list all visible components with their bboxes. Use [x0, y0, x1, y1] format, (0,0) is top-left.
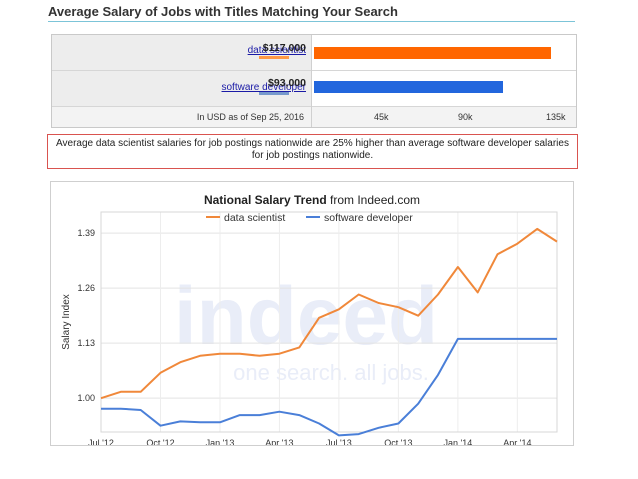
salary-mini-bar-data-scientist: [259, 56, 289, 59]
job-link-data-scientist[interactable]: data scientist: [247, 45, 306, 56]
chart-title-bold: National Salary Trend: [204, 193, 327, 207]
salary-bar-software-developer: [314, 81, 503, 93]
row-label-cell: [52, 71, 311, 106]
series-line-software-developer: [101, 337, 557, 437]
watermark-brand: indeed: [174, 271, 438, 362]
legend-label: software developer: [324, 212, 413, 224]
salary-value-software-developer: $93,000: [268, 77, 306, 89]
chart-title: National Salary Trend from Indeed.com: [204, 193, 420, 207]
currency-date-note: In USD as of Sep 25, 2016: [196, 112, 304, 122]
row-divider: [52, 70, 576, 71]
legend-label: data scientist: [224, 212, 285, 224]
title-divider: [48, 21, 575, 22]
x-tick-label: Jan '13: [206, 438, 235, 445]
salary-value-data-scientist: $117,000: [262, 42, 306, 54]
salary-mini-bar-software-developer: [259, 92, 289, 95]
row-divider: [52, 106, 576, 107]
y-tick-label: 1.13: [77, 338, 95, 348]
x-tick-label: Oct '12: [146, 438, 174, 445]
job-link-software-developer[interactable]: software developer: [221, 82, 307, 93]
salary-row-data-scientist: data scientist $117,000: [52, 35, 576, 70]
axis-tick-90k: 90k: [458, 112, 473, 122]
salary-comparison-table: data scientist $117,000 software develop…: [51, 34, 577, 128]
x-tick-label: Oct '13: [384, 438, 412, 445]
column-separator: [311, 35, 312, 127]
page-title: Average Salary of Jobs with Titles Match…: [48, 4, 398, 19]
salary-bar-data-scientist: [314, 47, 551, 59]
salary-row-software-developer: software developer $93,000: [52, 71, 576, 106]
plot-area: [100, 211, 558, 433]
y-tick-label: 1.00: [77, 393, 95, 403]
salary-trend-chart: indeed one search. all jobs. 1.00 1.13 1.26 1…: [50, 181, 574, 446]
series-line-data-scientist: [100, 227, 558, 400]
x-tick-label: Jul '12: [88, 438, 114, 445]
y-tick-label: 1.26: [77, 283, 95, 293]
chart-title-source: from Indeed.com: [327, 193, 420, 207]
row-label-cell: [52, 35, 311, 70]
salary-axis-row: In USD as of Sep 25, 2016 45k 90k 135k: [52, 107, 576, 127]
watermark-tagline: one search. all jobs.: [233, 360, 429, 385]
x-tick-label: Jan '14: [443, 438, 472, 445]
axis-tick-45k: 45k: [374, 112, 389, 122]
x-tick-label: Apr '13: [265, 438, 293, 445]
y-axis-label: Salary Index: [61, 294, 72, 350]
x-tick-label: Jul '13: [326, 438, 352, 445]
y-tick-label: 1.39: [77, 228, 95, 238]
x-tick-label: Apr '14: [503, 438, 531, 445]
salary-comparison-note: Average data scientist salaries for job …: [47, 134, 578, 169]
axis-tick-135k: 135k: [546, 112, 566, 122]
